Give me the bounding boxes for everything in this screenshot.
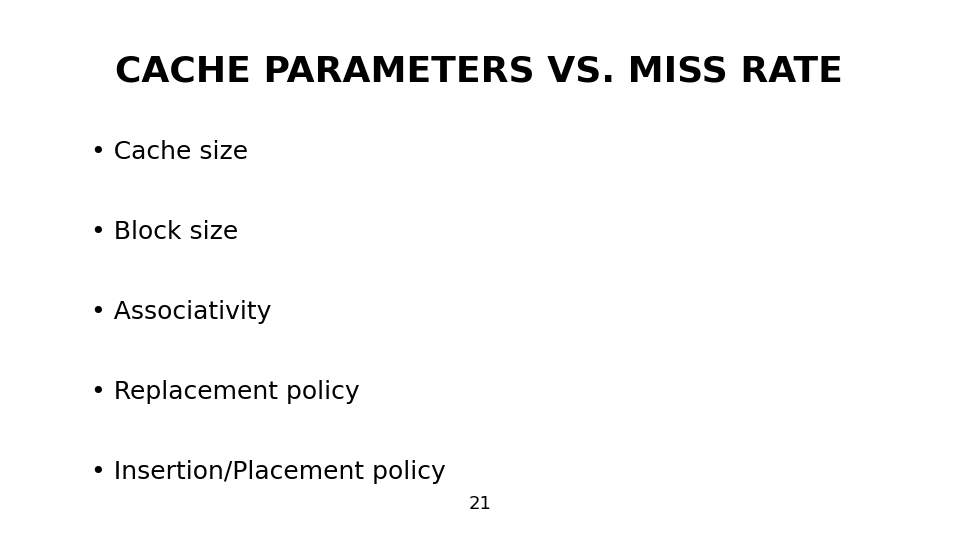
Text: • Insertion/Placement policy: • Insertion/Placement policy bbox=[91, 460, 446, 484]
Text: • Block size: • Block size bbox=[91, 220, 238, 244]
Text: • Associativity: • Associativity bbox=[91, 300, 272, 324]
Text: • Replacement policy: • Replacement policy bbox=[91, 380, 360, 404]
Text: CACHE PARAMETERS VS. MISS RATE: CACHE PARAMETERS VS. MISS RATE bbox=[115, 54, 843, 88]
Text: • Cache size: • Cache size bbox=[91, 140, 249, 164]
Text: 21: 21 bbox=[468, 495, 492, 513]
